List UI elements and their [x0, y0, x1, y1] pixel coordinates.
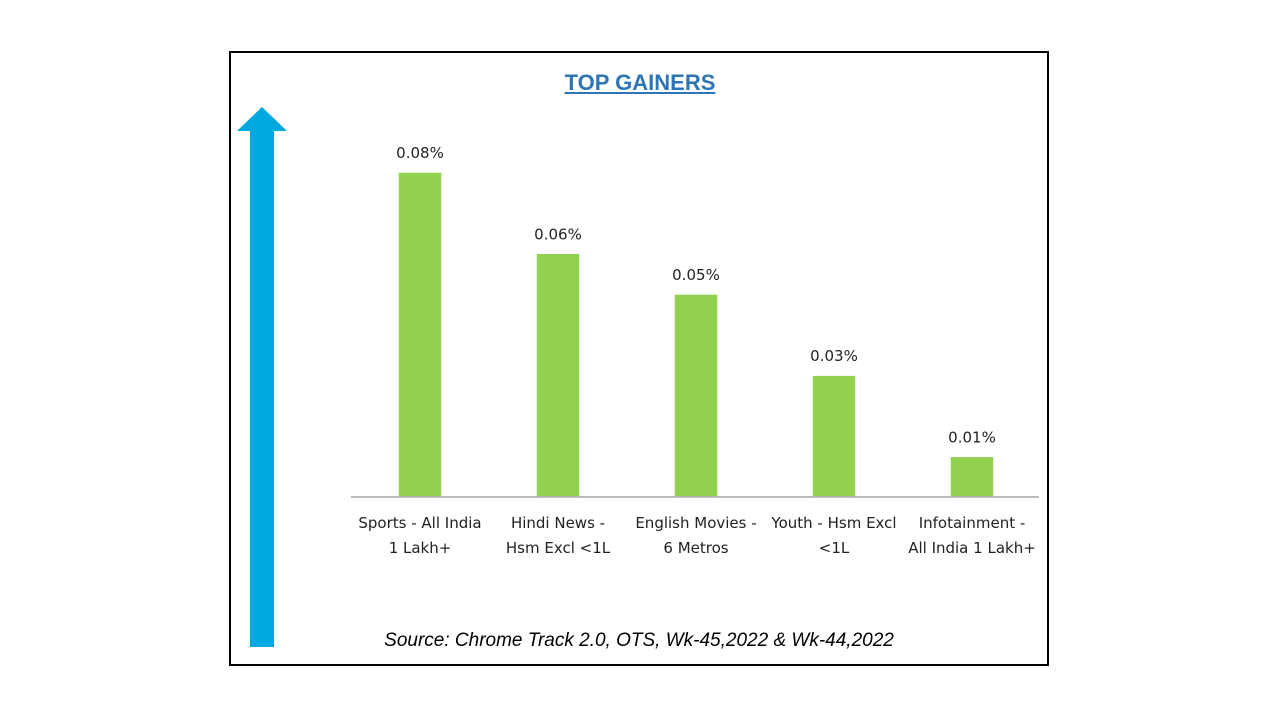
category-label-line: Sports - All India: [358, 514, 482, 532]
category-label-line: English Movies -: [635, 514, 757, 532]
source-note: Source: Chrome Track 2.0, OTS, Wk-45,202…: [384, 630, 894, 651]
data-label-5: 0.01%: [948, 428, 996, 446]
bar-3: [673, 293, 719, 498]
chart-frame: [229, 51, 1049, 666]
bar-1: [397, 171, 443, 498]
category-label-line: 6 Metros: [663, 539, 729, 557]
bar-5: [949, 455, 995, 498]
data-label-2: 0.06%: [534, 225, 582, 243]
bar-2: [535, 252, 581, 498]
bars-layer: [397, 171, 995, 498]
category-label-4: Youth - Hsm Excl <1L: [759, 511, 909, 561]
category-label-line: Hindi News -: [510, 514, 606, 532]
data-label-1: 0.08%: [396, 144, 444, 162]
category-label-line: Hsm Excl <1L: [505, 539, 611, 557]
category-label-line: <1L: [818, 539, 850, 557]
chart-title: TOP GAINERS: [564, 70, 716, 95]
category-label-line: All India 1 Lakh+: [908, 539, 1036, 557]
data-labels-layer: 0.08% 0.06% 0.05% 0.03% 0.01%: [396, 144, 996, 446]
up-arrow-icon: [237, 107, 287, 647]
category-label-2: Hindi News - Hsm Excl <1L: [483, 511, 633, 561]
category-label-5: Infotainment - All India 1 Lakh+: [897, 511, 1047, 561]
category-label-line: Youth - Hsm Excl: [771, 514, 897, 532]
bar-4: [811, 374, 857, 498]
category-label-3: English Movies - 6 Metros: [621, 511, 771, 561]
category-label-line: 1 Lakh+: [388, 539, 452, 557]
data-label-4: 0.03%: [810, 347, 858, 365]
data-label-3: 0.05%: [672, 266, 720, 284]
category-label-1: Sports - All India 1 Lakh+: [345, 511, 495, 561]
category-label-line: Infotainment -: [918, 514, 1026, 532]
